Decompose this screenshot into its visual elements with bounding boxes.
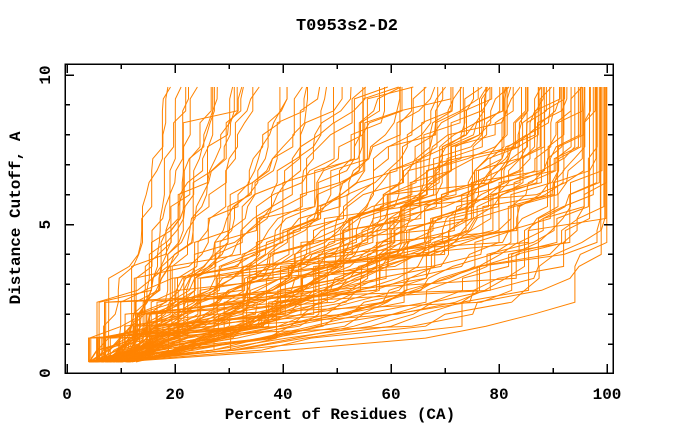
y-tick-label: 5 (37, 220, 55, 230)
model-curves-layer (88, 86, 608, 363)
model-curve (122, 87, 544, 362)
model-curve (89, 86, 583, 363)
model-curve (129, 87, 425, 363)
x-tick-label: 60 (381, 386, 400, 404)
model-curve (110, 86, 491, 363)
y-tick-labels: 0 5 10 (37, 65, 55, 377)
y-axis-label: Distance Cutoff, A (7, 131, 25, 304)
model-curve (112, 87, 508, 363)
model-curve (97, 86, 367, 362)
plot-frame (64, 63, 614, 374)
model-curve (124, 87, 474, 362)
model-curve (99, 87, 452, 363)
model-curve (110, 87, 586, 363)
model-curve (126, 86, 512, 363)
model-curve (113, 86, 234, 363)
model-curve (88, 87, 583, 363)
model-curve (115, 87, 564, 363)
x-tick-label: 0 (62, 386, 72, 404)
model-curve (89, 87, 601, 363)
model-curve (117, 87, 598, 363)
y-tick-label: 10 (37, 65, 55, 84)
x-tick-label: 100 (593, 386, 622, 404)
model-curve (89, 87, 281, 363)
x-tick-label: 80 (489, 386, 508, 404)
model-curve (94, 86, 171, 363)
model-curve (127, 87, 189, 363)
model-curve (104, 87, 529, 362)
model-curve (95, 87, 401, 363)
model-curve (106, 86, 427, 363)
model-curve (112, 87, 308, 363)
model-curve (106, 86, 446, 363)
x-tick-label: 40 (273, 386, 292, 404)
model-curve (115, 86, 488, 363)
model-curve (90, 86, 436, 363)
model-curve (92, 87, 598, 363)
model-curve (127, 87, 585, 363)
chart-title: T0953s2-D2 (296, 17, 398, 36)
model-curve (101, 87, 594, 363)
model-curve (88, 86, 399, 363)
model-curve (90, 86, 327, 363)
model-curve (134, 87, 576, 362)
model-curve (104, 86, 463, 362)
model-curve (88, 87, 583, 362)
model-curve (96, 87, 215, 362)
model-curve (96, 86, 169, 363)
model-curve (95, 87, 413, 363)
model-curve (102, 87, 454, 363)
model-curve (90, 87, 444, 363)
model-curve (92, 86, 308, 363)
model-curve (121, 87, 505, 363)
model-curve (104, 87, 214, 363)
x-tick-labels: 0 20 40 60 80 100 (62, 386, 621, 404)
x-axis-label: Percent of Residues (CA) (225, 406, 455, 424)
model-curve (113, 86, 244, 363)
model-curve (128, 87, 187, 363)
model-curve (102, 87, 212, 363)
model-curve (109, 87, 606, 362)
model-curve (93, 86, 542, 363)
axis-ticks-layer (65, 64, 613, 374)
model-curve (111, 86, 243, 363)
model-curve (105, 87, 605, 362)
model-curve (131, 86, 508, 363)
model-curve (130, 86, 198, 363)
model-curve (109, 86, 488, 363)
model-curve (88, 87, 582, 363)
model-curve (114, 87, 565, 363)
model-curve (108, 87, 590, 363)
model-curve (129, 87, 514, 363)
model-curve (113, 87, 504, 363)
model-curve (124, 87, 288, 363)
model-curve (104, 87, 545, 363)
model-curve (106, 87, 334, 363)
model-curve (133, 87, 288, 362)
y-tick-label: 0 (37, 368, 55, 378)
x-tick-label: 20 (165, 386, 184, 404)
model-curve (121, 86, 388, 363)
